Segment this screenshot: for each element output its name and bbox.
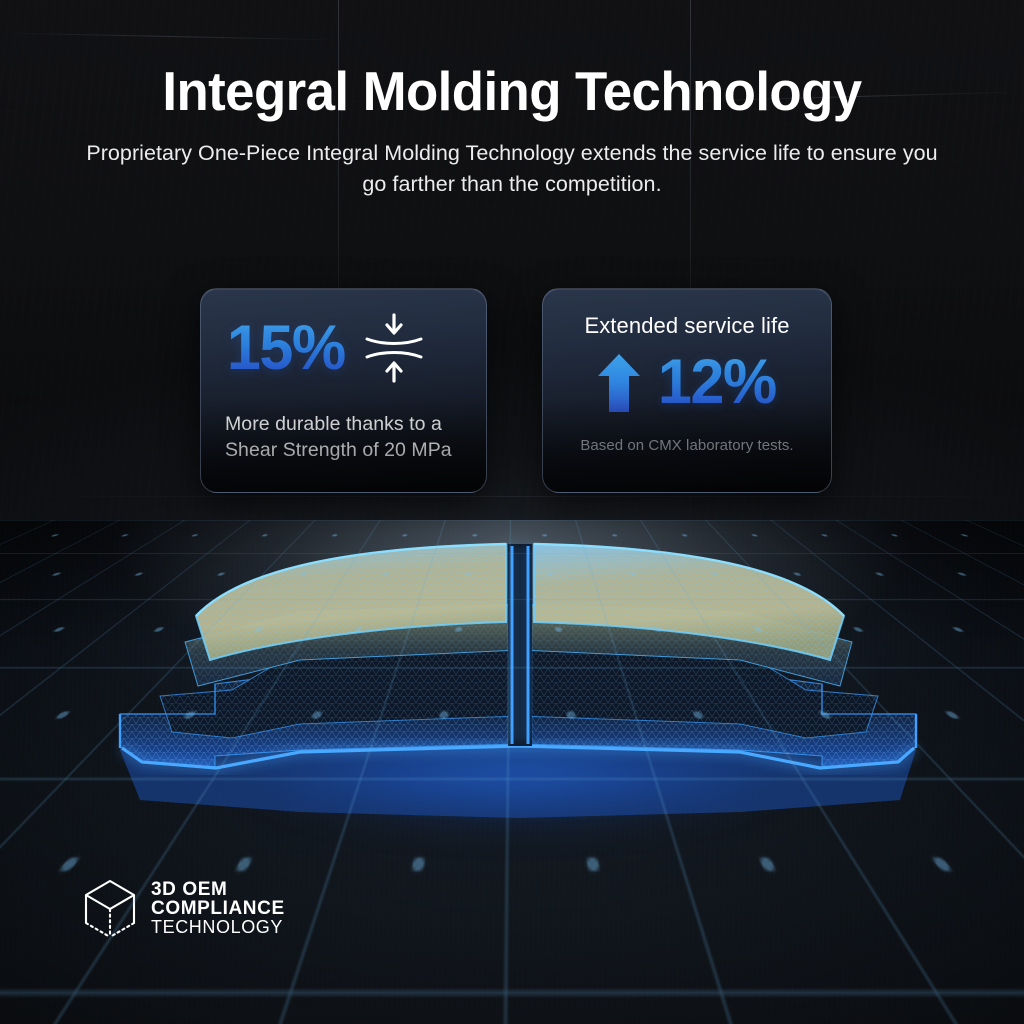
service-life-heading: Extended service life	[584, 313, 790, 338]
logo-line-3: TECHNOLOGY	[151, 916, 284, 937]
compression-arrows-icon	[365, 313, 423, 383]
stat-cards: 15% More durable thanks to a Shear Stren…	[0, 288, 1024, 493]
brand-logo: 3D OEM COMPLIANCE TECHNOLOGY	[82, 878, 285, 940]
brake-pad-wireframe	[118, 542, 918, 818]
brake-pad-render	[0, 500, 1024, 868]
stat-card-service-life: Extended service life 12% Based on CMX l…	[542, 288, 832, 493]
stat-card-durability: 15% More durable thanks to a Shear Stren…	[200, 288, 487, 493]
logo-line-2: COMPLIANCE	[151, 898, 285, 920]
wall-texture	[0, 0, 1024, 560]
up-arrow-icon	[598, 353, 641, 412]
header-block: Integral Molding Technology Proprietary …	[0, 62, 1024, 199]
brand-logo-text: 3D OEM COMPLIANCE TECHNOLOGY	[151, 879, 285, 937]
durability-description: More durable thanks to a Shear Strength …	[225, 413, 452, 462]
service-life-footnote: Based on CMX laboratory tests.	[580, 437, 794, 454]
page-title: Integral Molding Technology	[162, 60, 862, 122]
wall-seam-right	[690, 0, 691, 560]
wireframe-cube-icon	[84, 879, 136, 939]
service-life-percent: 12%	[658, 347, 777, 417]
background-wall	[0, 0, 1024, 560]
logo-line-1: 3D OEM	[151, 879, 228, 901]
page-subtitle: Proprietary One-Piece Integral Molding T…	[86, 141, 938, 196]
wall-floor-join	[0, 496, 1024, 497]
wall-seam-left	[338, 0, 339, 560]
durability-percent: 15%	[226, 312, 346, 383]
